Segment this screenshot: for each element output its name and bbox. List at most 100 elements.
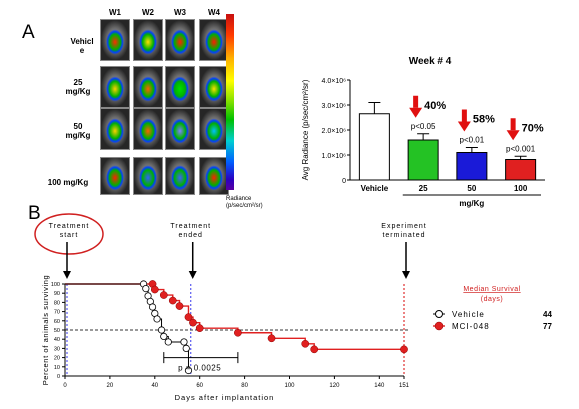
survival-x-tick-label: 140 — [374, 383, 385, 389]
bli-image-r1-c3 — [165, 19, 195, 61]
mci-048-point — [189, 318, 197, 327]
mci-048-point — [150, 285, 159, 294]
survival-y-tick-label: 60 — [54, 319, 60, 325]
bli-image-r3-c4 — [199, 108, 229, 150]
bli-image-r4-c3 — [165, 157, 195, 195]
row-label-1: 25 mg/Kg — [65, 78, 91, 96]
row-label-0: Vehicl e — [70, 37, 94, 55]
y-tick-label: 0 — [342, 178, 346, 185]
legend-vehicle-median: 44 — [543, 310, 552, 319]
survival-y-tick-label: 30 — [54, 346, 60, 352]
reduction-arrow-shaft — [413, 95, 419, 108]
y-tick-label: 4.0×10⁶ — [322, 78, 347, 85]
survival-y-tick-label: 50 — [54, 328, 60, 334]
survival-x-tick-label: 20 — [107, 383, 114, 389]
bar-x-axis-label: mg/Kg — [459, 199, 484, 208]
mci-048-survival-line — [65, 283, 404, 351]
event-label-2-line2: terminated — [382, 232, 425, 239]
reduction-arrow-icon — [457, 121, 471, 132]
mci-048-point — [310, 345, 319, 354]
legend-vehicle-label: Vehicle — [452, 310, 485, 319]
survival-y-tick-label: 70 — [54, 310, 60, 316]
legend-mci-marker — [434, 321, 444, 331]
legend-mci-label: MCI-048 — [452, 322, 490, 331]
y-tick-label: 3.0×10⁶ — [322, 103, 347, 110]
legend-title-line2: (days) — [481, 296, 503, 303]
panel-a-letter: A — [22, 22, 35, 43]
survival-y-tick-label: 80 — [54, 300, 60, 306]
bli-image-r1-c1 — [100, 19, 130, 61]
survival-y-tick-label: 0 — [57, 374, 60, 380]
x-tick-label-50: 50 — [467, 184, 476, 193]
p-value-50: p<0.01 — [460, 136, 485, 145]
survival-x-tick-label: 80 — [241, 383, 248, 389]
reduction-percent-100: 70% — [522, 122, 544, 134]
x-tick-label-Vehicle: Vehicle — [361, 184, 389, 193]
vehicle-point — [148, 303, 157, 311]
x-tick-label-25: 25 — [419, 184, 428, 193]
survival-y-tick-label: 90 — [54, 291, 60, 297]
row-label-2: 50 mg/Kg — [65, 122, 91, 140]
bli-image-r3-c3 — [165, 108, 195, 150]
bli-image-r4-c1 — [100, 157, 130, 195]
y-tick-label: 2.0×10⁶ — [322, 128, 347, 135]
bli-image-r3-c2 — [133, 108, 163, 150]
survival-x-tick-label: 40 — [151, 383, 158, 389]
survival-y-tick-label: 100 — [51, 282, 60, 288]
scale-units: (p/sec/cm²/sr) — [226, 203, 263, 209]
survival-y-tick-label: 10 — [54, 365, 60, 371]
bli-image-r2-c3 — [165, 66, 195, 108]
bli-image-r3-c1 — [100, 108, 130, 150]
reduction-percent-25: 40% — [424, 100, 446, 112]
survival-x-axis-label: Days after implantation — [175, 393, 275, 402]
panel-b-letter: B — [28, 203, 41, 224]
bli-image-r2-c1 — [100, 66, 130, 108]
bar-chart-week4: Week # 4 0 1.0×10⁶ 2.0×10⁶ 3.0×10⁶ 4.0×10⁶ Avg… — [301, 56, 545, 208]
survival-x-tick-label: 60 — [196, 383, 203, 389]
vehicle-point — [182, 344, 190, 352]
week-header-w2: W2 — [142, 8, 154, 17]
legend-mci-median: 77 — [543, 322, 552, 331]
radiance-color-scale — [226, 14, 234, 190]
bar-25 — [407, 139, 439, 181]
vehicle-point — [180, 338, 188, 346]
survival-chart: Treatment start Treatment ended Experiment te… — [34, 213, 552, 402]
bar-chart-title: Week # 4 — [409, 56, 452, 67]
event-label-0-line1: Treatment — [49, 223, 90, 230]
mci-048-point — [175, 302, 184, 310]
survival-p-value: p = 0.0025 — [178, 363, 221, 372]
bli-image-r1-c2 — [133, 19, 163, 61]
p-value-100: p<0.001 — [506, 144, 536, 153]
reduction-arrow-shaft — [461, 109, 467, 122]
week-header-w1: W1 — [109, 8, 121, 17]
bar-100 — [505, 159, 537, 181]
bar-Vehicle — [358, 113, 390, 181]
mci-048-point — [301, 339, 310, 348]
survival-x-tick-label: 151 — [399, 383, 410, 389]
vehicle-point — [164, 338, 172, 346]
reduction-arrow-shaft — [510, 118, 516, 131]
vehicle-point — [153, 315, 161, 323]
bli-image-r4-c4 — [199, 157, 229, 195]
reduction-arrow-icon — [506, 130, 520, 141]
down-arrow-icon — [402, 271, 410, 279]
week-header-w3: W3 — [174, 8, 186, 17]
vehicle-point — [157, 326, 166, 334]
vehicle-point — [142, 285, 150, 293]
survival-y-tick-label: 20 — [54, 356, 60, 362]
reduction-arrow-icon — [409, 107, 423, 118]
down-arrow-icon — [63, 271, 71, 279]
vehicle-point — [160, 332, 168, 341]
row-label-3: 100 mg/Kg — [47, 178, 89, 187]
mci-048-point — [234, 328, 242, 337]
event-label-1-line2: ended — [178, 232, 202, 239]
bli-image-r1-c4 — [199, 19, 229, 61]
survival-y-tick-label: 40 — [54, 337, 60, 343]
mci-048-point — [267, 334, 276, 343]
bar-y-axis-label: Avg Radiance (p/sec/cm²/sr) — [301, 79, 310, 180]
survival-x-tick-label: 100 — [284, 383, 295, 389]
treatment-start-ellipse — [34, 213, 104, 255]
legend-vehicle-marker — [435, 310, 443, 318]
legend-title-line1: Median Survival — [463, 286, 520, 293]
mci-048-point — [400, 345, 408, 354]
